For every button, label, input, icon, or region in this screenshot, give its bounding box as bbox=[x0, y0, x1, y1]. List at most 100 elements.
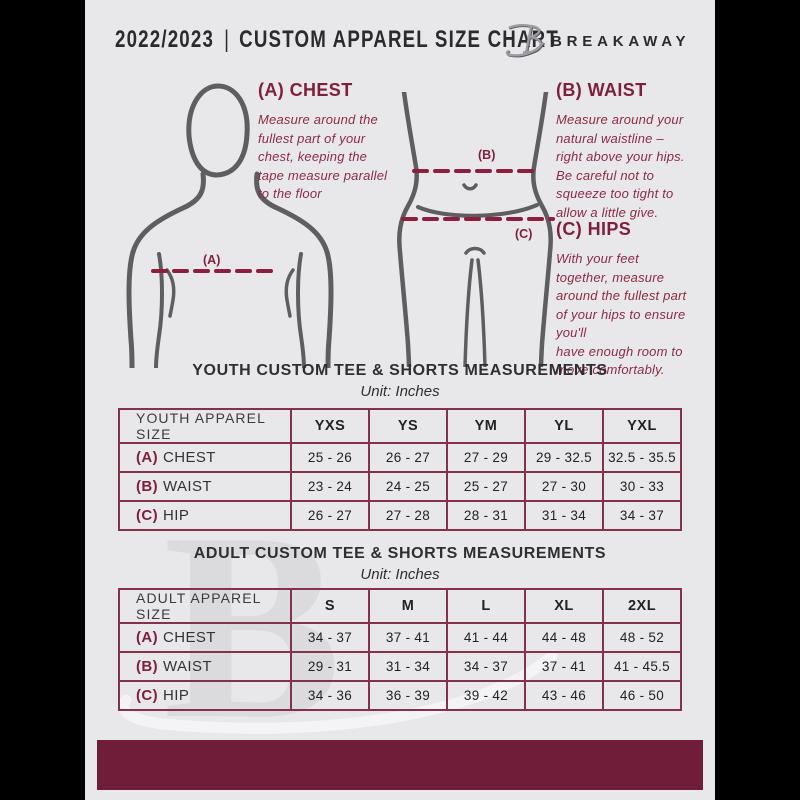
chest-instructions: (A) CHEST Measure around the fullest par… bbox=[258, 80, 418, 204]
waist-diagram-label: (B) bbox=[478, 148, 496, 162]
youth-size-table: YOUTH APPAREL SIZE YXS YS YM YL YXL (A) C… bbox=[118, 408, 682, 531]
youth-header-row: YOUTH APPAREL SIZE YXS YS YM YL YXL bbox=[118, 409, 682, 444]
col-header-yxl: YXL bbox=[602, 409, 682, 444]
cell: 31 - 34 bbox=[368, 652, 448, 682]
row-name: WAIST bbox=[163, 478, 212, 495]
navel-mark bbox=[462, 183, 478, 191]
flyer-page: B 2022/2023 | CUSTOM APPAREL SIZE CHART bbox=[85, 0, 715, 800]
chest-heading: (A) CHEST bbox=[258, 80, 353, 100]
chest-diagram-label: (A) bbox=[203, 253, 221, 267]
col-header-xl: XL bbox=[524, 589, 604, 624]
col-header-2xl: 2XL bbox=[602, 589, 682, 624]
right-armpit bbox=[284, 268, 295, 318]
cell: 27 - 29 bbox=[446, 443, 526, 473]
col-header-ys: YS bbox=[368, 409, 448, 444]
adult-table-unit: Unit: Inches bbox=[360, 566, 440, 583]
table-row: (C) HIP 34 - 36 36 - 39 39 - 42 43 - 46 4… bbox=[118, 681, 682, 711]
head-outline bbox=[186, 83, 250, 178]
youth-waist-label: (B) WAIST bbox=[118, 472, 292, 502]
left-outer-line bbox=[397, 92, 419, 367]
left-armpit bbox=[165, 268, 176, 318]
col-header-m: M bbox=[368, 589, 448, 624]
table-row: (B) WAIST 29 - 31 31 - 34 34 - 37 37 - 41… bbox=[118, 652, 682, 682]
right-inner-leg bbox=[476, 258, 487, 367]
cell: 41 - 45.5 bbox=[602, 652, 682, 682]
table-row: (A) CHEST 34 - 37 37 - 41 41 - 44 44 - 48… bbox=[118, 623, 682, 653]
row-name: HIP bbox=[163, 687, 190, 704]
cell: 28 - 31 bbox=[446, 501, 526, 531]
waist-heading: (B) WAIST bbox=[556, 80, 647, 100]
cell: 46 - 50 bbox=[602, 681, 682, 711]
breakaway-logo-icon bbox=[505, 23, 545, 58]
cell: 32.5 - 35.5 bbox=[602, 443, 682, 473]
cell: 25 - 27 bbox=[446, 472, 526, 502]
adult-size-table: ADULT APPAREL SIZE S M L XL 2XL (A) CHEST… bbox=[118, 588, 682, 711]
left-inner-arm bbox=[154, 252, 164, 368]
row-prefix: (B) bbox=[136, 478, 159, 495]
brand-name: BREAKAWAY bbox=[551, 33, 691, 50]
footer-accent-bar bbox=[97, 740, 703, 790]
cell: 30 - 33 bbox=[602, 472, 682, 502]
hips-text: With your feet together, measure around … bbox=[556, 251, 687, 377]
cell: 23 - 24 bbox=[290, 472, 370, 502]
left-inner-leg bbox=[463, 258, 474, 367]
row-prefix: (C) bbox=[136, 687, 159, 704]
row-name: HIP bbox=[163, 507, 190, 524]
row-name: CHEST bbox=[163, 449, 216, 466]
cell: 34 - 37 bbox=[446, 652, 526, 682]
col-header-yxs: YXS bbox=[290, 409, 370, 444]
table-row: (A) CHEST 25 - 26 26 - 27 27 - 29 29 - 32… bbox=[118, 443, 682, 473]
youth-table-unit: Unit: Inches bbox=[360, 383, 440, 400]
page-title: CUSTOM APPAREL SIZE CHART bbox=[239, 26, 559, 53]
row-name: CHEST bbox=[163, 629, 216, 646]
cell: 31 - 34 bbox=[524, 501, 604, 531]
cell: 26 - 27 bbox=[368, 443, 448, 473]
table-row: (C) HIP 26 - 27 27 - 28 28 - 31 31 - 34 3… bbox=[118, 501, 682, 531]
adult-hip-label: (C) HIP bbox=[118, 681, 292, 711]
cell: 48 - 52 bbox=[602, 623, 682, 653]
table-row: (B) WAIST 23 - 24 24 - 25 25 - 27 27 - 30… bbox=[118, 472, 682, 502]
cell: 39 - 42 bbox=[446, 681, 526, 711]
season-label: 2022/2023 bbox=[115, 26, 215, 53]
adult-table-title: ADULT CUSTOM TEE & SHORTS MEASUREMENTS bbox=[193, 545, 607, 562]
cell: 27 - 30 bbox=[524, 472, 604, 502]
cell: 24 - 25 bbox=[368, 472, 448, 502]
chest-text: Measure around the fullest part of your … bbox=[258, 112, 388, 201]
torso-figure bbox=[126, 83, 334, 368]
lower-body-figure bbox=[397, 92, 555, 367]
cell: 36 - 39 bbox=[368, 681, 448, 711]
cell: 29 - 31 bbox=[290, 652, 370, 682]
col-header-ym: YM bbox=[446, 409, 526, 444]
header-divider: | bbox=[224, 26, 230, 53]
cell: 26 - 27 bbox=[290, 501, 370, 531]
adult-header-row: ADULT APPAREL SIZE S M L XL 2XL bbox=[118, 589, 682, 624]
waist-text: Measure around your natural waistline – … bbox=[556, 112, 685, 220]
col-header-yl: YL bbox=[524, 409, 604, 444]
right-inner-arm bbox=[296, 252, 306, 368]
hips-diagram-label: (C) bbox=[515, 227, 533, 241]
right-shoulder-arm bbox=[254, 171, 334, 368]
cell: 34 - 37 bbox=[290, 623, 370, 653]
row-name: WAIST bbox=[163, 658, 212, 675]
youth-hip-label: (C) HIP bbox=[118, 501, 292, 531]
col-header-l: L bbox=[446, 589, 526, 624]
cell: 44 - 48 bbox=[524, 623, 604, 653]
cell: 41 - 44 bbox=[446, 623, 526, 653]
adult-size-header-label: ADULT APPAREL SIZE bbox=[118, 589, 292, 624]
cell: 27 - 28 bbox=[368, 501, 448, 531]
youth-table-title: YOUTH CUSTOM TEE & SHORTS MEASUREMENTS bbox=[192, 362, 608, 379]
cell: 34 - 37 bbox=[602, 501, 682, 531]
hips-heading: (C) HIPS bbox=[556, 219, 632, 239]
waist-instructions: (B) WAIST Measure around your natural wa… bbox=[556, 80, 714, 222]
adult-chest-label: (A) CHEST bbox=[118, 623, 292, 653]
left-shoulder-arm bbox=[126, 171, 206, 368]
crotch-mark bbox=[464, 246, 486, 255]
cell: 43 - 46 bbox=[524, 681, 604, 711]
cell: 37 - 41 bbox=[524, 652, 604, 682]
header-title-group: 2022/2023 | CUSTOM APPAREL SIZE CHART bbox=[115, 26, 559, 54]
youth-size-header-label: YOUTH APPAREL SIZE bbox=[118, 409, 292, 444]
col-header-s: S bbox=[290, 589, 370, 624]
row-prefix: (C) bbox=[136, 507, 159, 524]
cell: 34 - 36 bbox=[290, 681, 370, 711]
